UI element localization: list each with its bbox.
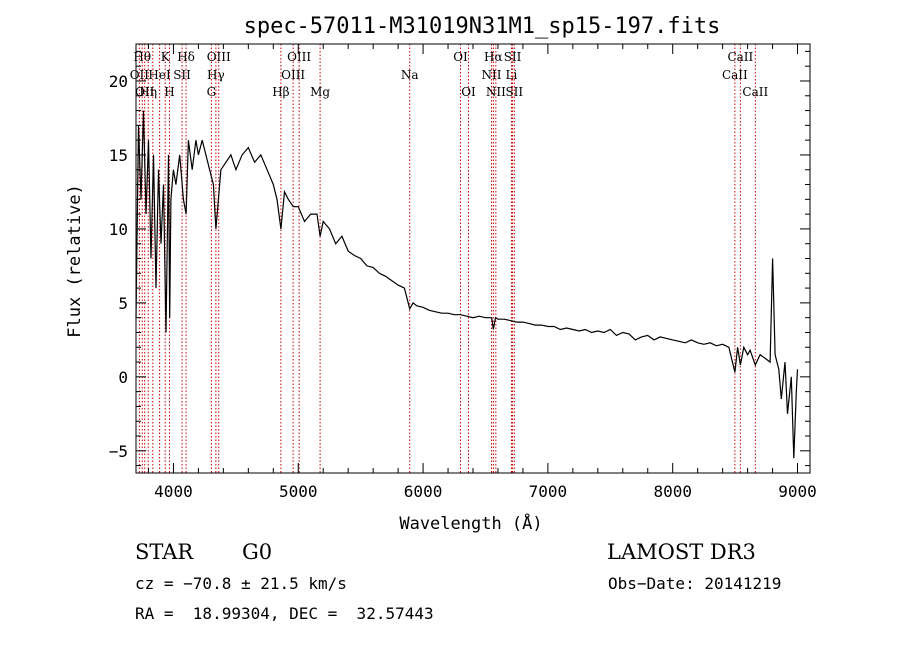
line-label-21: Hα	[484, 50, 503, 64]
line-label-0: OII	[130, 68, 150, 82]
y-tick-labels: −5 0 5 10 15 20	[109, 72, 128, 461]
coordinates: RA = 18.99304, DEC = 32.57443	[135, 604, 434, 623]
line-label-12: OIII	[207, 50, 231, 64]
line-label-1: Hθ	[133, 50, 151, 64]
line-label-8: SII	[173, 68, 191, 82]
observation-date: Obs−Date: 20141219	[608, 574, 782, 593]
x-tick-labels: 4000 5000 6000 7000 8000 9000	[154, 482, 817, 501]
line-label-22: NII	[486, 85, 506, 99]
line-label-10: G	[207, 85, 217, 99]
y-tick-label: 20	[109, 72, 128, 91]
axis-ticks	[136, 44, 810, 473]
x-tick-label: 9000	[778, 482, 817, 501]
x-tick-label: 6000	[404, 482, 443, 501]
x-tick-label: 8000	[653, 482, 692, 501]
redshift-velocity: cz = −70.8 ± 21.5 km/s	[135, 574, 347, 593]
line-label-15: OIII	[287, 50, 311, 64]
y-tick-label: 15	[109, 146, 128, 165]
line-label-28: CaII	[742, 85, 768, 99]
line-label-5: HeI	[148, 68, 171, 82]
y-tick-label: 0	[118, 368, 128, 387]
plot-frame	[135, 43, 811, 474]
line-label-11: Hγ	[207, 68, 225, 82]
line-label-18: OI	[453, 50, 468, 64]
line-label-27: CaII	[727, 50, 753, 64]
y-tick-label: 10	[109, 220, 128, 239]
line-label-6: K	[161, 50, 171, 64]
y-tick-label: 5	[118, 294, 128, 313]
object-subclass: G0	[242, 540, 273, 564]
y-axis-label: Flux (relative)	[65, 184, 85, 338]
line-label-24: SII	[504, 50, 522, 64]
emission-line-labels: OIIHθOIIHηHeIKHSIIHδGHγOIIIHβOIIIOIIIMgN…	[130, 50, 769, 99]
line-label-19: OI	[461, 85, 476, 99]
line-label-9: Hδ	[177, 50, 195, 64]
line-label-3: Hη	[139, 85, 157, 99]
line-label-14: OIII	[281, 68, 305, 82]
line-label-25: SII	[505, 85, 523, 99]
line-label-23: Li	[506, 68, 518, 82]
y-tick-label: −5	[109, 442, 128, 461]
line-label-13: Hβ	[272, 85, 289, 99]
line-label-20: NII	[481, 68, 501, 82]
emission-line-markers	[138, 44, 756, 473]
chart-title: spec-57011-M31019N31M1_sp15-197.fits	[244, 14, 721, 39]
x-axis-label: Wavelength (Å)	[399, 512, 542, 534]
survey-name: LAMOST DR3	[607, 540, 756, 564]
x-tick-label: 5000	[279, 482, 318, 501]
line-label-16: Mg	[310, 85, 330, 99]
x-tick-label: 4000	[154, 482, 193, 501]
line-label-26: CaII	[722, 68, 748, 82]
spectrum-series-line	[135, 110, 799, 459]
x-tick-label: 7000	[529, 482, 568, 501]
object-class: STAR	[135, 540, 194, 564]
line-label-7: H	[164, 85, 174, 99]
line-label-17: Na	[401, 68, 419, 82]
